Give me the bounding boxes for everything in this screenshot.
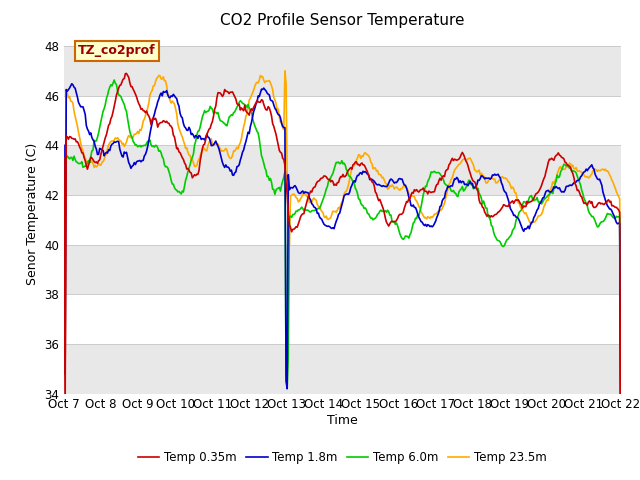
Temp 0.35m [393,217,401,223]
Temp 1.8m [68,81,76,86]
Line: Temp 0.35m: Temp 0.35m [64,73,621,469]
Temp 1.8m [60,143,68,148]
Temp 6.0m [110,77,118,83]
Temp 1.8m [326,224,333,229]
Temp 23.5m [393,184,401,190]
Temp 6.0m [60,204,68,210]
Bar [64,145,621,195]
Title: CO2 Profile Sensor Temperature: CO2 Profile Sensor Temperature [220,13,465,28]
Temp 6.0m [518,207,525,213]
Temp 0.35m [362,167,370,172]
X-axis label: Time: Time [327,414,358,427]
Temp 0.35m [326,177,333,182]
Temp 6.0m [605,211,612,217]
Line: Temp 1.8m: Temp 1.8m [64,84,621,475]
Text: TZ_co2prof: TZ_co2prof [78,44,156,58]
Temp 1.8m [518,224,525,229]
Temp 1.8m [329,225,337,230]
Temp 1.8m [393,180,401,185]
Bar [64,46,621,96]
Line: Temp 23.5m: Temp 23.5m [64,71,621,459]
Temp 0.35m [605,197,612,203]
Temp 23.5m [362,151,370,157]
Temp 1.8m [605,204,612,210]
Temp 0.35m [518,202,525,208]
Temp 0.35m [329,179,337,185]
Temp 23.5m [326,216,333,221]
Bar [64,344,621,394]
Y-axis label: Senor Temperature (C): Senor Temperature (C) [26,143,38,285]
Temp 23.5m [281,68,289,74]
Legend: Temp 0.35m, Temp 1.8m, Temp 6.0m, Temp 23.5m: Temp 0.35m, Temp 1.8m, Temp 6.0m, Temp 2… [134,446,551,469]
Temp 1.8m [617,472,625,478]
Temp 6.0m [362,207,370,213]
Temp 6.0m [329,170,337,176]
Temp 0.35m [123,71,131,76]
Temp 6.0m [617,472,625,478]
Temp 6.0m [326,177,333,183]
Temp 23.5m [617,456,625,462]
Temp 23.5m [60,167,68,173]
Temp 6.0m [393,220,401,226]
Temp 0.35m [60,155,68,161]
Temp 23.5m [518,206,525,212]
Temp 23.5m [605,169,612,175]
Temp 23.5m [329,208,337,214]
Temp 1.8m [362,170,370,176]
Bar [64,245,621,294]
Temp 0.35m [617,467,625,472]
Line: Temp 6.0m: Temp 6.0m [64,80,621,475]
